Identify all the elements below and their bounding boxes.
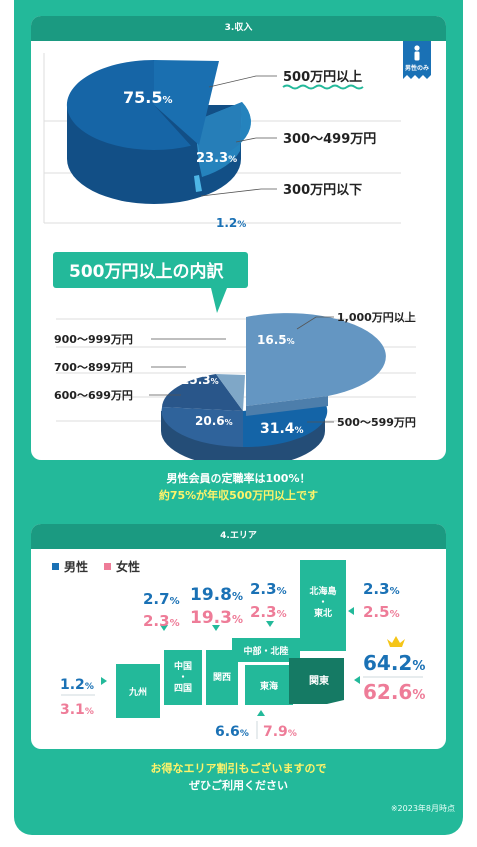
region-arrows <box>101 607 360 716</box>
pie-slice-under-300 <box>194 175 202 192</box>
legend-500-599: 500〜599万円 <box>337 416 416 429</box>
footnote: ※2023年8月時点 <box>390 804 455 813</box>
area-header: 4.エリア <box>31 524 446 549</box>
legend-male: 男性 <box>64 559 88 574</box>
region-tokai: 東海 <box>245 665 293 705</box>
svg-text:7.9%: 7.9% <box>263 724 297 740</box>
income-card: 3.収入 男性のみ 75.5% 23. <box>31 16 446 460</box>
svg-text:2.7%: 2.7% <box>143 590 180 608</box>
legend-300-499: 300〜499万円 <box>283 132 376 147</box>
breakdown-title-box: 500万円以上の内訳 <box>53 252 248 313</box>
badge-label: 男性のみ <box>405 64 429 72</box>
slice-1000plus <box>246 313 386 406</box>
region-kanto: 関東 <box>289 658 344 704</box>
breakdown-title: 500万円以上の内訳 <box>69 261 224 282</box>
slice-900-999 <box>216 374 245 411</box>
crown-icon <box>387 636 405 647</box>
region-chugoku: 中国 ・ 四国 <box>164 650 202 705</box>
income-charts: 男性のみ 75.5% 23.3% 1.2% 500万円以上 <box>43 41 431 460</box>
value-75-5: 75.5% <box>123 88 173 107</box>
svg-text:62.6%: 62.6% <box>363 680 425 704</box>
legend-underline <box>282 84 364 90</box>
income-header: 3.収入 <box>31 16 446 41</box>
svg-text:2.3%: 2.3% <box>250 580 287 598</box>
legend-700-899: 700〜899万円 <box>54 361 133 374</box>
svg-text:19.3%: 19.3% <box>190 608 243 628</box>
svg-text:四国: 四国 <box>174 683 192 694</box>
area-map: 男性 女性 九州 中国 ・ 四国 関西 中部・北陸 東海 関東 <box>52 559 425 740</box>
income-caption-line1: 男性会員の定職率は100%！ <box>166 472 311 485</box>
svg-text:3.1%: 3.1% <box>60 702 94 718</box>
male-only-badge: 男性のみ <box>403 41 431 79</box>
svg-text:2.5%: 2.5% <box>363 603 400 621</box>
region-hokkaido: 北海島 ・ 東北 <box>300 560 346 651</box>
svg-text:2.3%: 2.3% <box>250 603 287 621</box>
area-card: 4.エリア 男性 女性 九州 中国 ・ 四国 関西 中部・北陸 東海 <box>31 524 446 749</box>
svg-text:2.3%: 2.3% <box>363 580 400 598</box>
region-chubu: 中部・北陸 <box>232 638 300 662</box>
legend-under-300: 300万円以下 <box>283 183 362 198</box>
svg-text:1.2%: 1.2% <box>60 677 94 693</box>
area-caption-line1: お得なエリア割引もございますので <box>150 762 327 775</box>
legend-500plus: 500万円以上 <box>283 70 362 85</box>
pie-slice-500plus <box>66 59 191 150</box>
income-pie <box>66 59 251 204</box>
svg-text:北海島: 北海島 <box>309 585 336 597</box>
svg-text:九州: 九州 <box>128 686 147 698</box>
svg-text:2.3%: 2.3% <box>143 612 180 630</box>
svg-text:6.6%: 6.6% <box>215 724 249 740</box>
value-1-2: 1.2% <box>216 216 246 230</box>
legend-female: 女性 <box>116 559 140 574</box>
income-leaders <box>200 75 277 197</box>
value-31-4: 31.4% <box>260 421 304 437</box>
value-25-3: 25.3% <box>181 373 219 387</box>
region-kyushu: 九州 <box>116 664 160 718</box>
value-6-2: 6.2% <box>220 348 245 359</box>
value-dividers <box>61 676 423 739</box>
breakdown-leaders <box>149 316 334 423</box>
svg-text:東海: 東海 <box>260 680 278 692</box>
value-20-6: 20.6% <box>195 414 233 428</box>
breakdown-pie <box>161 313 386 460</box>
svg-text:中部・北陸: 中部・北陸 <box>243 645 288 657</box>
value-16-5: 16.5% <box>257 333 295 347</box>
slice-600-699 <box>161 407 243 447</box>
area-caption-line2: ぜひご利用ください <box>189 779 288 792</box>
svg-text:・: ・ <box>178 673 187 683</box>
svg-text:関東: 関東 <box>309 674 329 687</box>
svg-text:・: ・ <box>318 598 327 608</box>
person-icon <box>414 45 420 61</box>
svg-text:19.8%: 19.8% <box>190 585 243 605</box>
legend-600-699: 600〜699万円 <box>54 389 133 402</box>
legend-1000plus: 1,000万円以上 <box>337 310 416 324</box>
legend-900-999: 900〜999万円 <box>54 333 133 346</box>
income-caption-line2: 約75%が年収500万円以上です <box>158 489 319 502</box>
value-23-3: 23.3% <box>196 151 237 166</box>
svg-text:関西: 関西 <box>213 672 231 683</box>
svg-text:東北: 東北 <box>314 607 332 619</box>
svg-text:中国: 中国 <box>174 660 192 672</box>
svg-text:64.2%: 64.2% <box>363 651 425 675</box>
